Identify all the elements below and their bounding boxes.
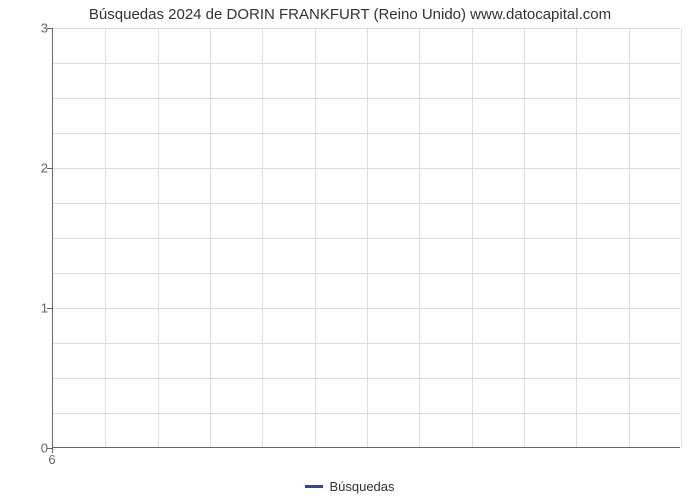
grid-line-vertical xyxy=(158,28,159,447)
grid-line-vertical xyxy=(105,28,106,447)
grid-line-vertical xyxy=(576,28,577,447)
grid-line-vertical xyxy=(210,28,211,447)
y-tick-mark xyxy=(47,28,52,29)
grid-line-vertical xyxy=(419,28,420,447)
plot-area xyxy=(52,28,680,448)
y-tick-label: 2 xyxy=(32,161,48,176)
grid-line-vertical xyxy=(524,28,525,447)
y-tick-label: 3 xyxy=(32,21,48,36)
legend: Búsquedas xyxy=(0,478,700,494)
x-tick-label: 6 xyxy=(48,452,55,467)
grid-line-vertical xyxy=(472,28,473,447)
y-tick-mark xyxy=(47,168,52,169)
chart-title: Búsquedas 2024 de DORIN FRANKFURT (Reino… xyxy=(0,6,700,23)
chart-container: Búsquedas 2024 de DORIN FRANKFURT (Reino… xyxy=(0,0,700,500)
y-tick-label: 0 xyxy=(32,441,48,456)
legend-label: Búsquedas xyxy=(329,479,394,494)
grid-line-vertical xyxy=(681,28,682,447)
y-tick-label: 1 xyxy=(32,301,48,316)
grid-line-vertical xyxy=(367,28,368,447)
y-tick-mark xyxy=(47,308,52,309)
legend-swatch xyxy=(305,485,323,488)
x-tick-mark xyxy=(52,448,53,453)
grid-line-vertical xyxy=(629,28,630,447)
grid-line-vertical xyxy=(315,28,316,447)
grid-line-vertical xyxy=(262,28,263,447)
